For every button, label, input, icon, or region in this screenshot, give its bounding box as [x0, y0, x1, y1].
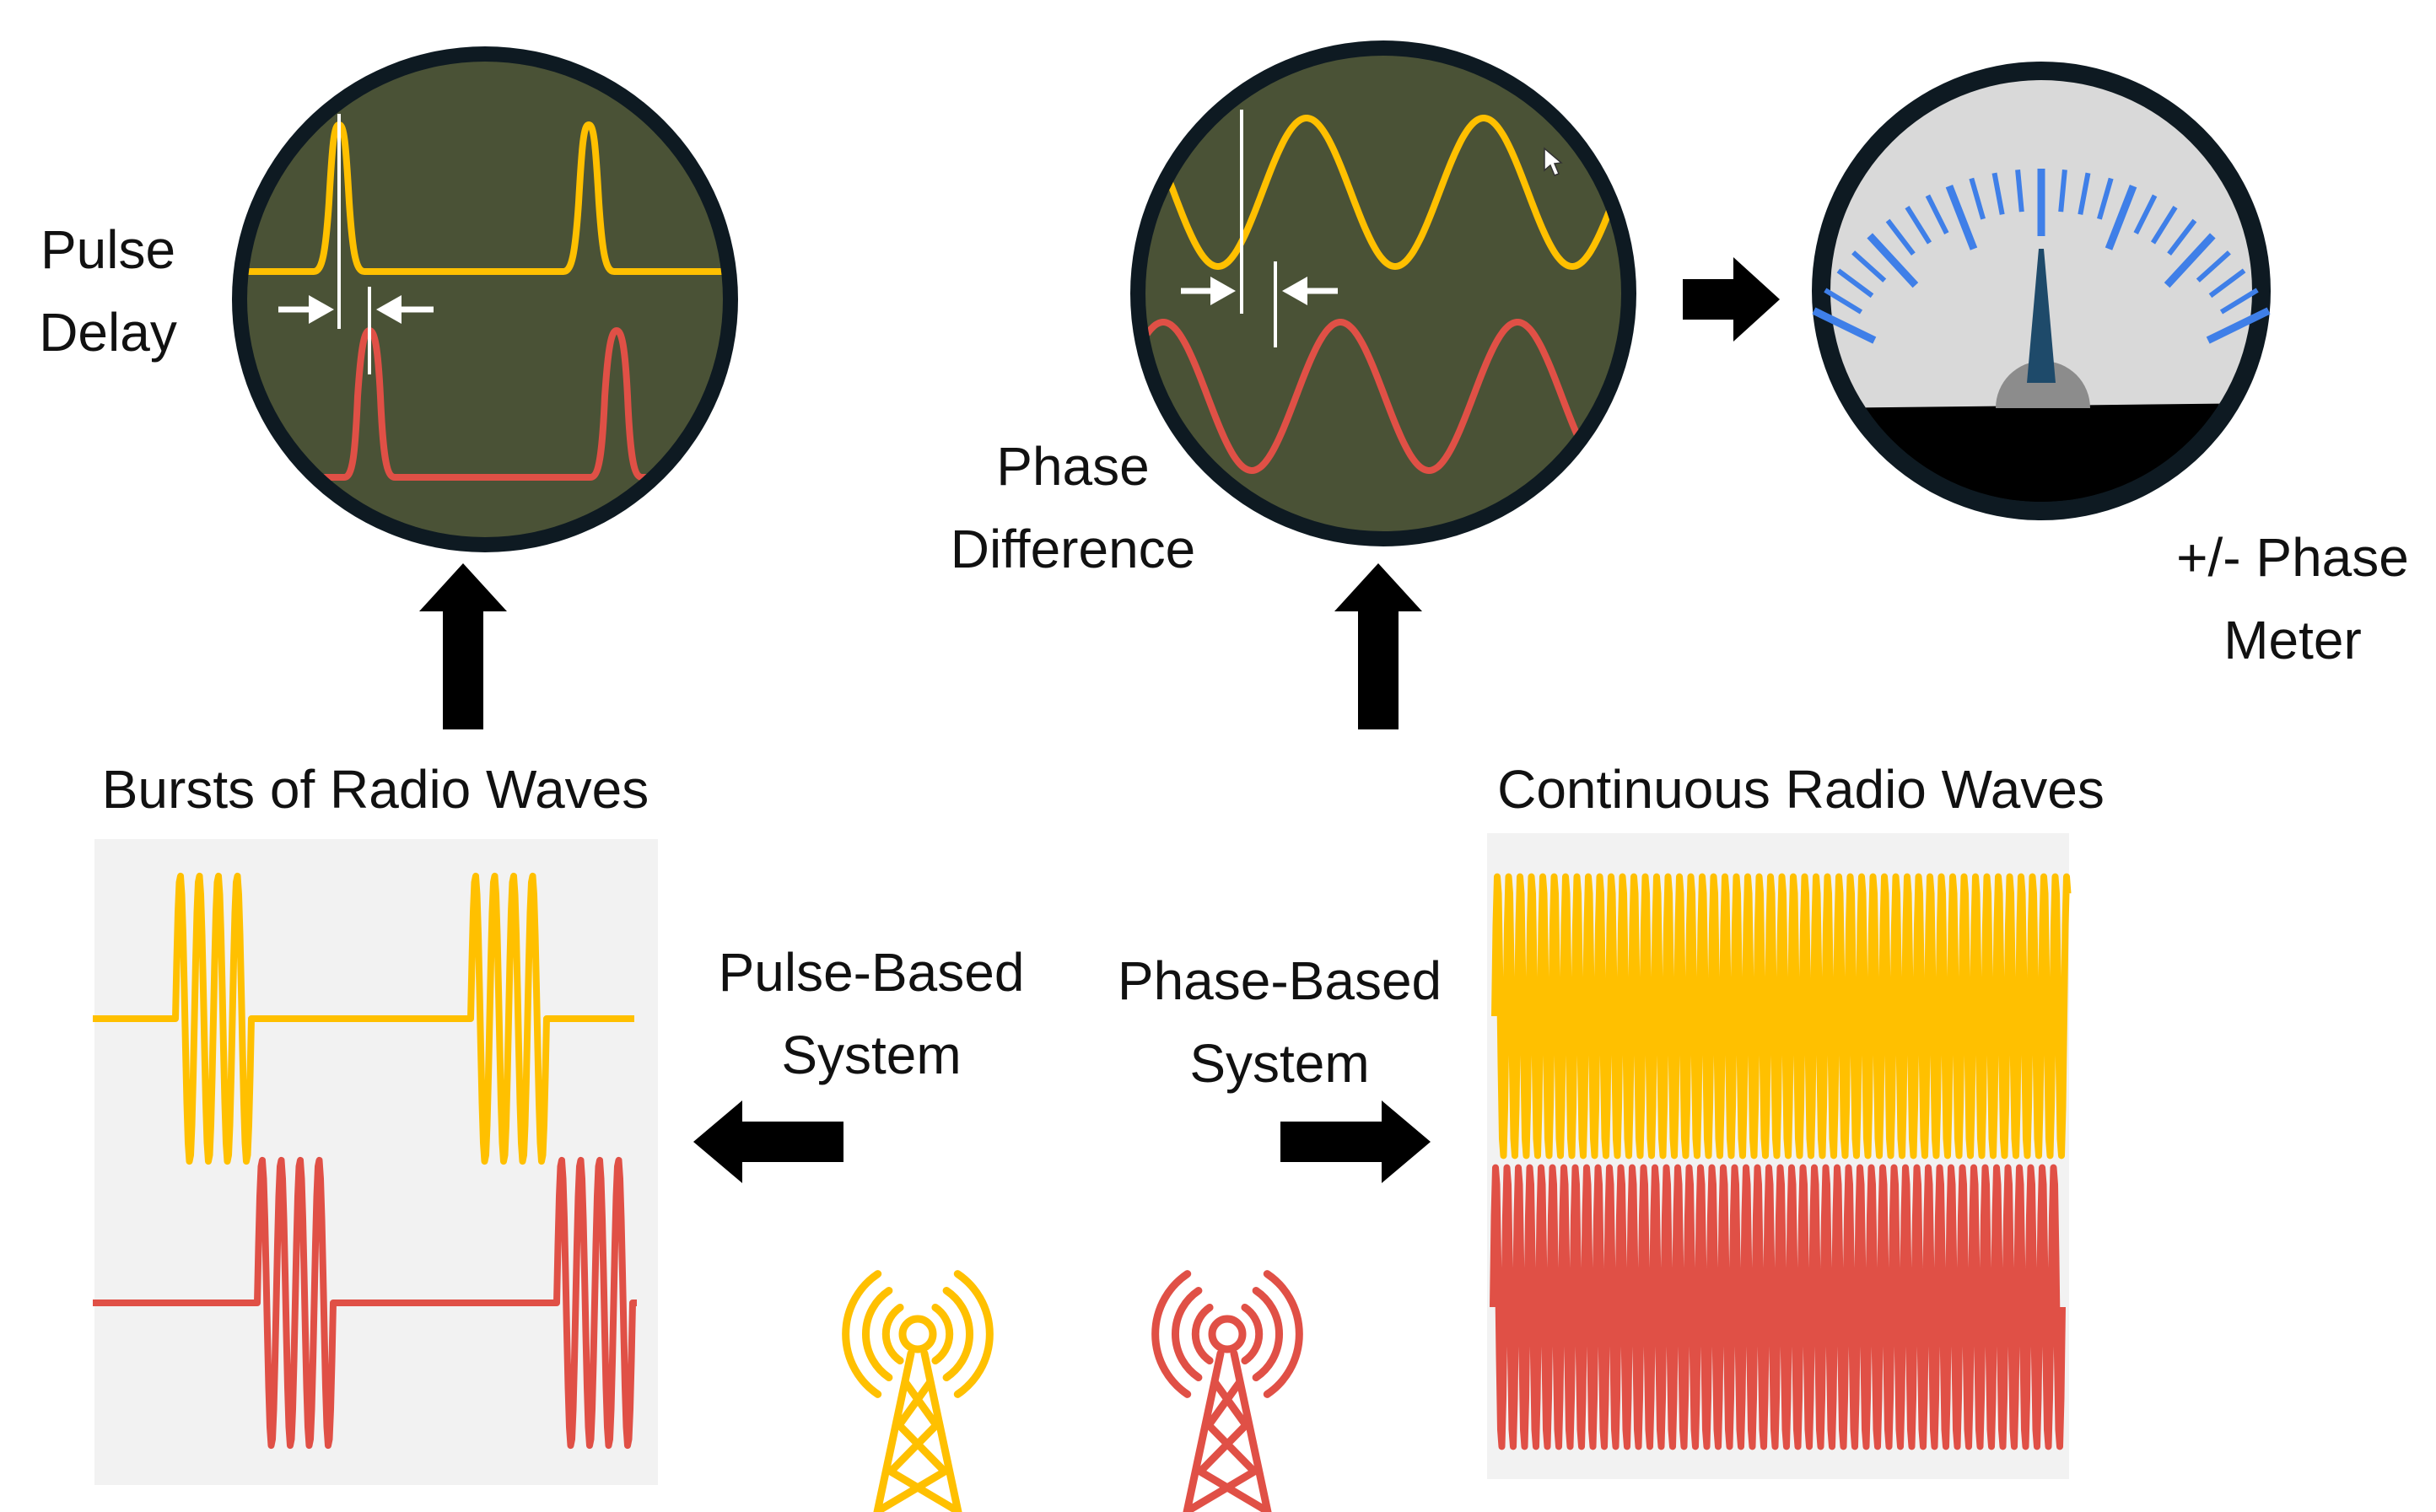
phase-system-label-line1: Phase-Based — [1118, 950, 1442, 1011]
cursor-icon — [1544, 147, 1563, 176]
arrowhead-icon — [376, 295, 402, 324]
meter-tick — [2208, 268, 2246, 299]
bursts-title: Bursts of Radio Waves — [102, 759, 649, 820]
red-pulse-trace — [321, 327, 723, 481]
tower-lattice — [876, 1379, 959, 1512]
pulse-delay-label-line2: Delay — [39, 302, 177, 363]
signal-arc — [1241, 1303, 1264, 1365]
meter-needle — [2027, 249, 2056, 383]
tower-lattice — [1186, 1379, 1269, 1512]
signal-arc — [1151, 1270, 1192, 1398]
meter-scale — [1812, 169, 2271, 344]
yellow-sine-trace — [1145, 115, 1621, 271]
meter-tick — [2105, 184, 2137, 250]
meter-tick — [2133, 194, 2158, 234]
phase-meter-label-line2: Meter — [2223, 610, 2362, 670]
yellow-burst-wave — [93, 872, 634, 1165]
burst-waves-panel — [93, 839, 658, 1485]
pulse-system-label-line2: System — [781, 1025, 961, 1085]
radio-tower-icon — [1151, 1270, 1303, 1512]
phase-meter — [1812, 62, 2271, 520]
scope-screen — [247, 62, 723, 537]
pulse-delay-label-line1: Pulse — [40, 219, 175, 280]
meter-tick — [2206, 307, 2271, 344]
meter-tick — [1991, 172, 2005, 215]
up-arrow-icon — [419, 563, 507, 729]
meter-tick — [1969, 177, 1986, 220]
up-arrow-icon — [1334, 563, 1422, 729]
yellow-pulse-trace — [247, 121, 723, 275]
meter-tick — [1867, 233, 1919, 288]
phase-difference-scope — [1130, 40, 1636, 546]
phase-meter-label-line1: +/- Phase — [2176, 527, 2409, 588]
phase-difference-label-line1: Phase — [996, 436, 1149, 497]
continuous-title: Continuous Radio Waves — [1497, 759, 2105, 820]
signal-arc — [842, 1270, 882, 1398]
left-arrow-icon — [693, 1100, 843, 1183]
yellow-continuous-wave — [1491, 873, 2072, 1160]
radio-tower-icon — [842, 1270, 994, 1512]
red-sine-trace — [1145, 319, 1621, 475]
meter-tick — [2196, 250, 2231, 282]
red-burst-wave — [93, 1156, 637, 1450]
phase-system-label-line2: System — [1189, 1033, 1369, 1094]
signal-arc — [942, 1287, 973, 1381]
pulse-system-label-line1: Pulse-Based — [719, 942, 1025, 1003]
meter-tick — [2164, 233, 2216, 288]
signal-arc — [1252, 1287, 1283, 1381]
signal-arc — [1172, 1287, 1203, 1381]
meter-tick — [2219, 288, 2259, 315]
meter-tick — [1824, 288, 1863, 315]
right-arrow-icon — [1280, 1100, 1431, 1183]
meter-face — [1830, 80, 2252, 408]
pulse-delay-scope — [232, 46, 738, 552]
continuous-waves-panel — [1487, 833, 2072, 1479]
signal-arc — [1191, 1303, 1214, 1365]
meter-tick — [2097, 177, 2114, 220]
scope-screen — [1145, 56, 1621, 531]
signal-arc — [953, 1270, 994, 1398]
meter-tick — [1851, 250, 1887, 282]
meter-tick — [1885, 218, 1916, 256]
phase-difference-label-line2: Difference — [951, 519, 1196, 579]
meter-tick — [1836, 268, 1874, 299]
antenna-tip — [1208, 1315, 1247, 1353]
signal-arc — [862, 1287, 893, 1381]
signal-arc — [881, 1303, 904, 1365]
signal-arc — [931, 1303, 954, 1365]
meter-tick — [2058, 169, 2067, 213]
meter-base — [1830, 403, 2252, 502]
arrowhead-icon — [1282, 277, 1307, 305]
signal-arc — [1263, 1270, 1303, 1398]
meter-tick — [1945, 184, 1978, 250]
meter-tick — [1925, 194, 1949, 234]
meter-tick — [1905, 206, 1932, 245]
needle-pivot — [1996, 361, 2090, 408]
meter-tick — [2015, 169, 2024, 213]
arrowhead-icon — [309, 295, 334, 324]
red-continuous-wave — [1490, 1164, 2066, 1450]
meter-tick — [2150, 206, 2178, 245]
arrow-to-meter-icon — [1683, 257, 1780, 342]
arrowhead-icon — [1210, 277, 1236, 305]
meter-tick — [2167, 218, 2197, 256]
meter-tick — [1812, 307, 1877, 344]
antenna-tip — [898, 1315, 937, 1353]
meter-tick — [2078, 172, 2091, 215]
